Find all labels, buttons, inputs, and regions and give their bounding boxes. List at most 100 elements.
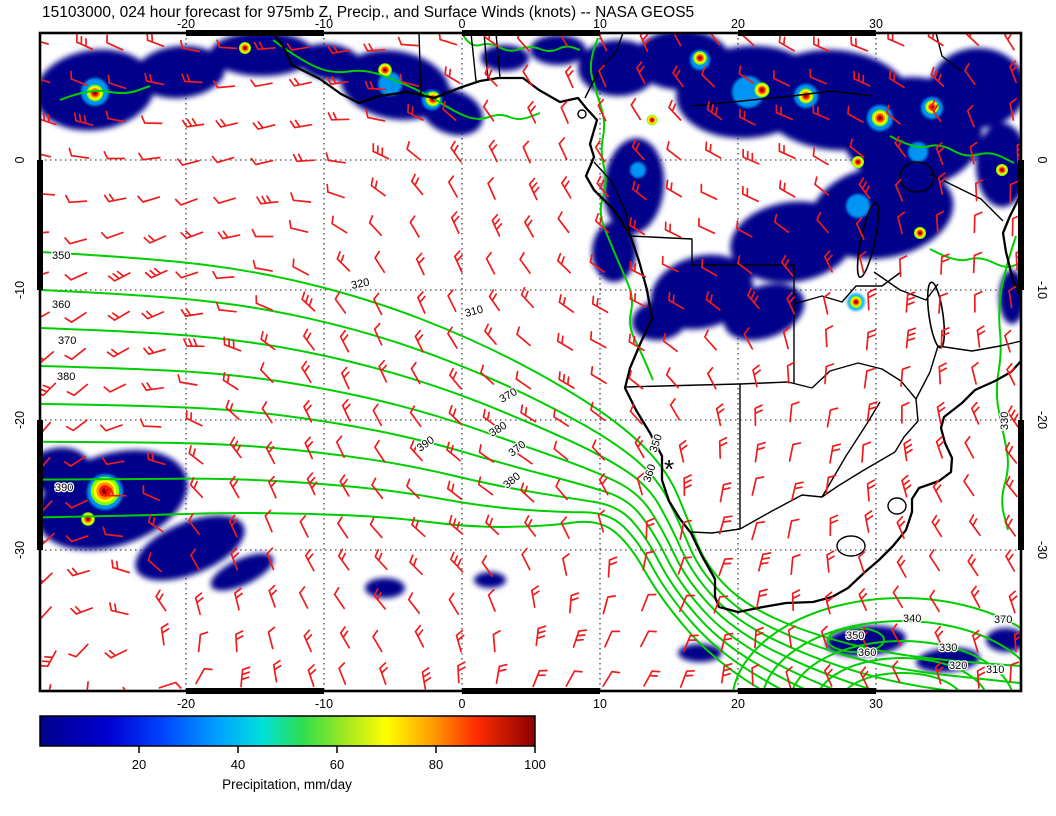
wind-barb <box>180 230 204 240</box>
wind-barb <box>339 329 350 353</box>
wind-barb <box>662 332 678 353</box>
wind-barb <box>40 382 57 397</box>
wind-barb <box>630 97 642 121</box>
precip-cell <box>678 644 722 662</box>
height-contour-low <box>732 597 1021 691</box>
wind-barb <box>938 292 949 314</box>
wind-barb <box>174 198 198 206</box>
wind-barb <box>524 515 537 537</box>
wind-barb <box>194 592 204 616</box>
wind-barb <box>553 408 570 427</box>
wind-barb <box>304 548 315 572</box>
wind-barb <box>73 112 94 126</box>
wind-barb <box>485 251 496 275</box>
edge-tick-bar <box>738 30 876 36</box>
wind-barb <box>1008 285 1017 309</box>
wind-barb <box>629 216 646 236</box>
wind-barb <box>932 479 943 503</box>
wind-barb <box>785 666 793 690</box>
wind-barb <box>68 147 90 159</box>
wind-barb <box>448 514 464 535</box>
lat-tick-label-left: -20 <box>13 411 27 429</box>
wind-barb <box>553 440 569 461</box>
wind-barb <box>292 153 315 163</box>
precip-max-ring <box>854 300 858 304</box>
wind-barb <box>891 623 902 647</box>
wind-barb <box>515 370 532 390</box>
wind-barb <box>421 667 432 690</box>
wind-barb <box>594 213 610 234</box>
contour-value-label: 310 <box>986 664 1004 676</box>
island-bioko <box>577 109 587 119</box>
wind-barb <box>240 666 251 688</box>
height-contour-low <box>791 640 1013 691</box>
wind-barb <box>720 632 734 653</box>
wind-barb <box>252 121 276 130</box>
wind-barb <box>235 630 244 653</box>
wind-barb <box>743 327 754 350</box>
wind-barb <box>1004 514 1017 537</box>
precip-cell <box>986 628 1021 652</box>
wind-barb <box>736 220 753 238</box>
wind-barb <box>864 510 874 533</box>
precip-max-ring <box>760 88 764 92</box>
wind-barb <box>829 514 839 537</box>
wind-barb <box>597 509 606 533</box>
wind-barb <box>642 550 655 571</box>
precipitation-layer <box>40 33 1021 673</box>
lon-tick-label-bottom: 30 <box>869 697 883 711</box>
precip-max-ring <box>804 94 808 98</box>
wind-barb <box>138 152 161 161</box>
wind-barb <box>754 626 764 649</box>
wind-barb <box>175 271 199 279</box>
country-border <box>495 33 501 79</box>
height-contour <box>59 85 151 101</box>
height-contour <box>589 37 654 381</box>
wind-barb <box>519 251 531 274</box>
wind-barb <box>410 173 424 196</box>
wind-barb <box>40 572 53 586</box>
lon-tick-label-bottom: -10 <box>315 697 333 711</box>
wind-barb <box>70 605 94 615</box>
wind-barb <box>183 338 205 348</box>
wind-barb <box>447 326 458 349</box>
wind-barb <box>894 135 907 158</box>
wind-barb <box>335 435 345 459</box>
country-border <box>624 381 813 389</box>
wind-barb <box>855 217 865 241</box>
height-contour <box>40 477 787 691</box>
lon-tick-label-top: -20 <box>177 17 195 31</box>
wind-barb <box>863 367 875 389</box>
wind-barb <box>105 110 126 123</box>
wind-barb <box>417 291 426 314</box>
wind-barb <box>719 482 732 503</box>
wind-barb <box>303 400 313 423</box>
lon-tick-label-top: 30 <box>869 17 883 31</box>
country-border <box>935 33 963 73</box>
contour-label-layer: 3503603703803903203103903703803703803503… <box>51 249 1014 678</box>
wind-barb <box>144 267 168 279</box>
wind-barb <box>373 588 386 610</box>
wind-barb <box>109 602 129 616</box>
wind-barb <box>849 138 865 159</box>
wind-barb <box>751 521 766 541</box>
wind-barb <box>522 64 534 87</box>
wind-barb <box>973 290 983 313</box>
country-border <box>811 362 902 389</box>
wind-barb <box>629 290 647 308</box>
wind-barb <box>65 499 88 509</box>
wind-barb <box>636 61 646 84</box>
wind-barb <box>341 398 351 422</box>
wind-barb <box>885 104 901 125</box>
wind-barb <box>781 254 794 277</box>
wind-barb <box>698 217 716 235</box>
wind-barb <box>70 70 88 87</box>
wind-barb <box>378 359 388 383</box>
precip-max-ring <box>698 56 702 60</box>
wind-barb <box>137 195 161 203</box>
wind-barb <box>160 623 170 646</box>
wind-barb <box>406 141 422 161</box>
wind-barb <box>596 175 610 198</box>
wind-barb <box>373 322 383 346</box>
wind-barb <box>527 100 537 124</box>
